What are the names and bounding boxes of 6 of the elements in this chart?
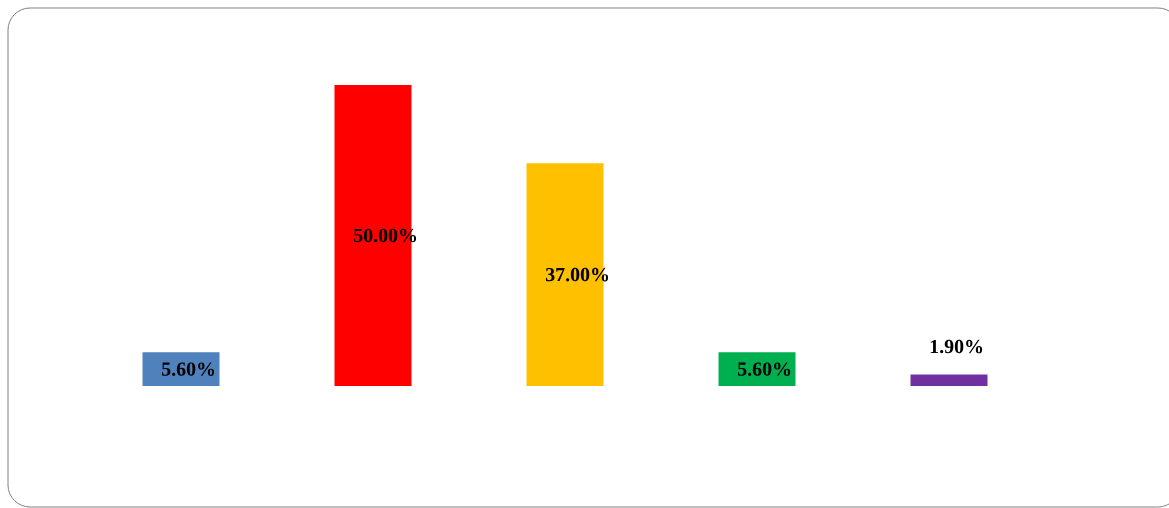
data-label: 5.60% <box>738 362 791 376</box>
bar <box>142 352 220 386</box>
bar <box>718 352 796 386</box>
data-label: 5.60% <box>162 362 215 376</box>
bar <box>910 374 988 386</box>
data-label: 1.90% <box>930 339 983 354</box>
